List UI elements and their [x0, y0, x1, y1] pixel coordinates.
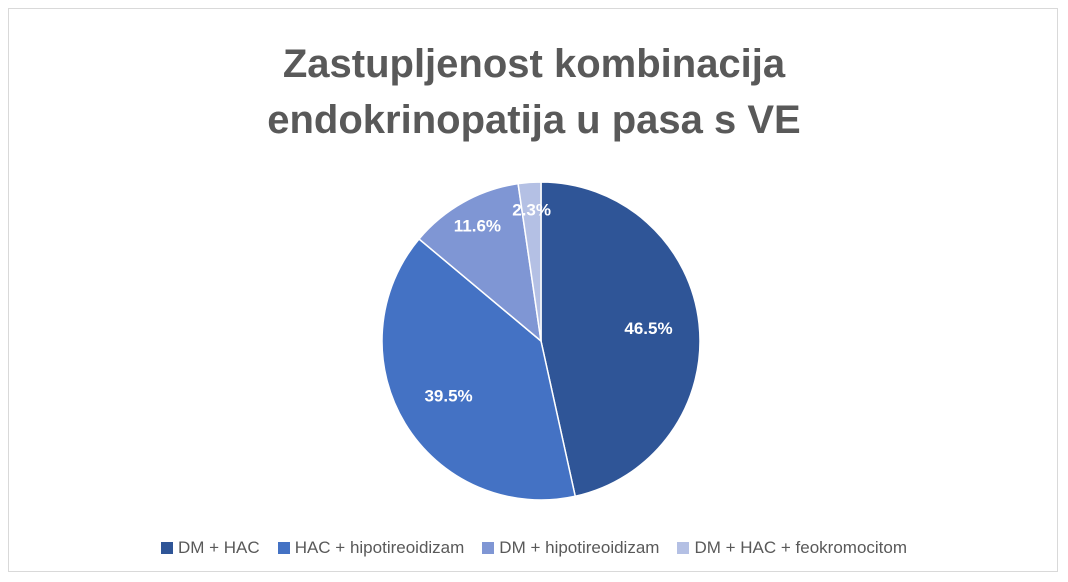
pie-slice: [417, 182, 543, 343]
data-label: 2.3%: [512, 200, 551, 219]
legend-item: HAC + hipotireoidizam: [277, 538, 465, 558]
legend-item: DM + hipotireoidizam: [482, 538, 659, 558]
legend-item: DM + HAC + feokromocitom: [677, 538, 907, 558]
chart-title: Zastupljenost kombinacija endokrinopatij…: [267, 42, 801, 142]
legend-label: DM + HAC: [177, 538, 260, 557]
legend-swatch: [160, 542, 173, 554]
data-label: 46.5%: [624, 319, 672, 338]
chart-frame: [8, 8, 1058, 572]
legend-swatch: [277, 542, 290, 554]
legend-label: HAC + hipotireoidizam: [294, 538, 465, 557]
pie-slice: [381, 237, 577, 501]
legend-swatch: [482, 542, 495, 554]
legend-label: DM + hipotireoidizam: [499, 538, 660, 557]
legend-item: DM + HAC: [160, 538, 260, 558]
pie-slice: [517, 181, 542, 342]
data-label: 11.6%: [454, 217, 501, 236]
legend: DM + HAC HAC + hipotireoidizam DM + hipoti…: [0, 538, 1068, 558]
pie-slice: [540, 181, 701, 498]
data-label: 39.5%: [424, 387, 472, 406]
legend-swatch: [677, 542, 690, 554]
legend-label: DM + HAC + feokromocitom: [694, 538, 908, 557]
